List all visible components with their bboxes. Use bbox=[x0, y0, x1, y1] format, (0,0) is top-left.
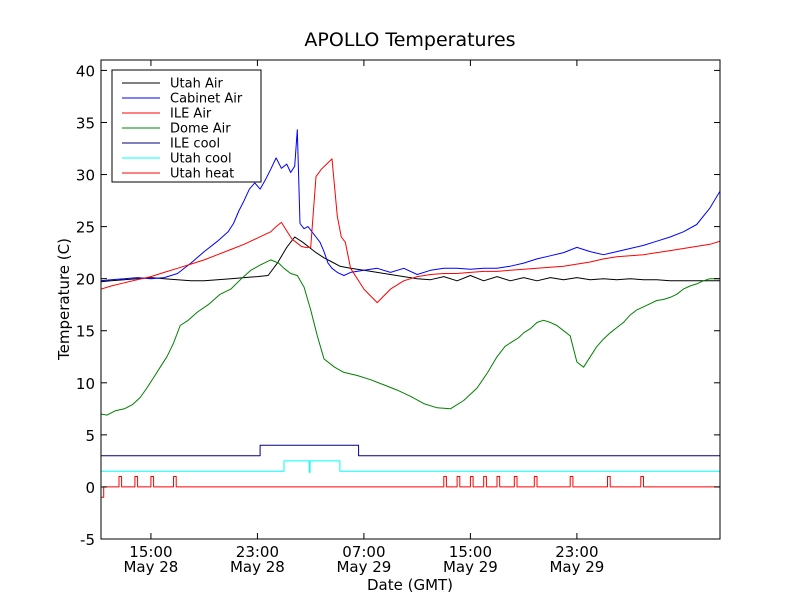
y-axis: -5 0 5 10 15 20 25 30 35 40 bbox=[76, 62, 720, 549]
legend-label-utah-heat: Utah heat bbox=[170, 167, 234, 182]
y-tick-label: 25 bbox=[76, 219, 95, 237]
y-tick-label: 35 bbox=[76, 114, 95, 132]
x-axis-label: Date (GMT) bbox=[367, 576, 453, 594]
x-tick-label-time: 23:00 bbox=[555, 543, 598, 561]
legend-label-utah-air: Utah Air bbox=[170, 77, 223, 92]
x-tick-label-date: May 28 bbox=[123, 558, 178, 576]
x-tick-label-date: May 29 bbox=[336, 558, 391, 576]
legend-label-ile-cool: ILE cool bbox=[170, 137, 220, 152]
x-tick-label-date: May 29 bbox=[549, 558, 604, 576]
y-axis-label: Temperature (C) bbox=[55, 238, 73, 361]
series-line-dome-air bbox=[101, 259, 720, 416]
y-tick-label: 20 bbox=[76, 271, 95, 289]
y-tick-label: 15 bbox=[76, 323, 95, 341]
y-tick-label: 40 bbox=[76, 62, 95, 80]
x-tick-label-date: May 28 bbox=[230, 558, 285, 576]
x-tick-label-time: 15:00 bbox=[129, 543, 172, 561]
legend-label-dome-air: Dome Air bbox=[170, 122, 231, 137]
series-line-ile-air bbox=[101, 158, 720, 304]
series-layer bbox=[101, 129, 720, 498]
x-tick-label-time: 15:00 bbox=[449, 543, 492, 561]
y-tick-label: -5 bbox=[80, 531, 95, 549]
y-tick-label: 5 bbox=[85, 427, 95, 445]
legend-label-utah-cool: Utah cool bbox=[170, 152, 232, 167]
x-tick-label-time: 23:00 bbox=[236, 543, 279, 561]
x-tick-label-time: 07:00 bbox=[342, 543, 385, 561]
series-line-ile-cool bbox=[101, 444, 720, 457]
plot-frame bbox=[100, 59, 721, 540]
legend-label-cabinet-air: Cabinet Air bbox=[170, 92, 243, 107]
series-line-utah-air bbox=[101, 236, 720, 283]
legend-box bbox=[111, 69, 262, 183]
y-tick-label: 10 bbox=[76, 375, 95, 393]
series-line-utah-cool bbox=[101, 460, 720, 473]
series-line-cabinet-air bbox=[101, 129, 720, 282]
y-tick-label: 30 bbox=[76, 167, 95, 185]
chart-title: APOLLO Temperatures bbox=[304, 29, 515, 51]
legend-label-ile-air: ILE Air bbox=[170, 107, 212, 122]
y-tick-label: 0 bbox=[85, 479, 95, 497]
series-line-utah-heat bbox=[101, 476, 720, 498]
x-tick-label-date: May 29 bbox=[443, 558, 498, 576]
